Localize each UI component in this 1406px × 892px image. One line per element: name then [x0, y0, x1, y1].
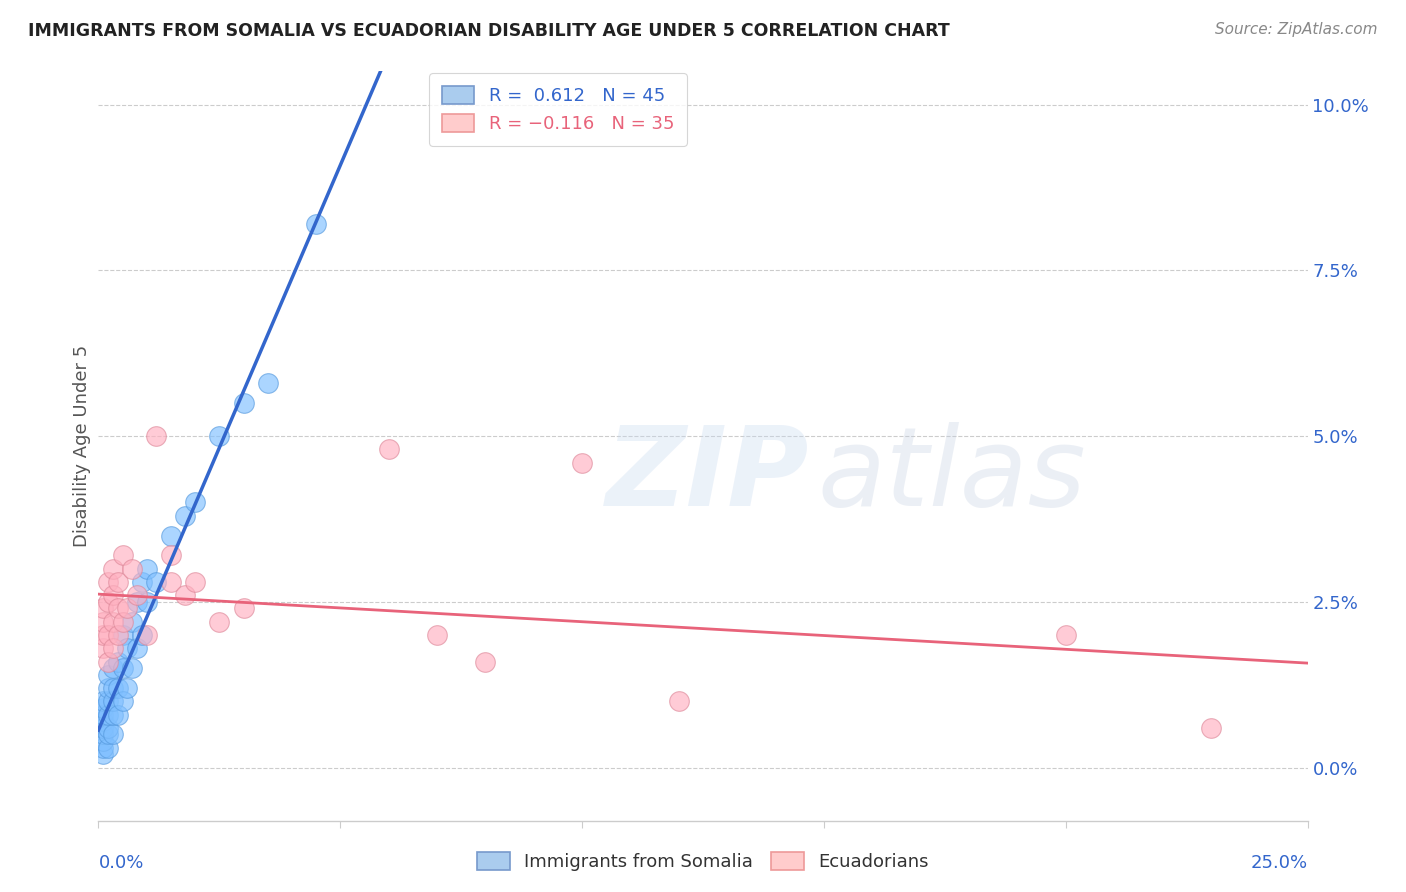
Point: [145, 429, 167, 443]
Point: [232, 396, 254, 410]
Point: [111, 549, 134, 563]
Point: [91, 734, 114, 748]
Point: [91, 714, 114, 728]
Point: [111, 694, 134, 708]
Point: [91, 727, 114, 741]
Point: [91, 628, 114, 642]
Point: [174, 588, 197, 602]
Point: [101, 694, 124, 708]
Point: [256, 376, 278, 390]
Legend: Immigrants from Somalia, Ecuadorians: Immigrants from Somalia, Ecuadorians: [470, 845, 936, 879]
Point: [127, 588, 149, 602]
Text: ZIP: ZIP: [606, 423, 810, 530]
Point: [97, 727, 120, 741]
Point: [208, 429, 231, 443]
Point: [91, 615, 114, 629]
Point: [160, 574, 183, 589]
Point: [91, 747, 114, 762]
Point: [107, 574, 129, 589]
Point: [101, 562, 124, 576]
Point: [121, 615, 143, 629]
Point: [97, 721, 120, 735]
Point: [107, 707, 129, 722]
Point: [91, 641, 114, 656]
Point: [1199, 721, 1222, 735]
Point: [97, 667, 120, 681]
Point: [91, 707, 114, 722]
Point: [160, 528, 183, 542]
Point: [117, 681, 139, 695]
Point: [91, 694, 114, 708]
Point: [107, 628, 129, 642]
Point: [101, 588, 124, 602]
Point: [135, 595, 157, 609]
Point: [131, 574, 153, 589]
Text: atlas: atlas: [818, 423, 1087, 530]
Point: [160, 549, 183, 563]
Text: 0.0%: 0.0%: [98, 854, 143, 871]
Point: [101, 707, 124, 722]
Point: [101, 681, 124, 695]
Point: [107, 655, 129, 669]
Point: [97, 628, 120, 642]
Point: [97, 655, 120, 669]
Point: [97, 574, 120, 589]
Point: [135, 562, 157, 576]
Point: [101, 727, 124, 741]
Point: [131, 628, 153, 642]
Point: [107, 681, 129, 695]
Point: [97, 595, 120, 609]
Point: [91, 721, 114, 735]
Point: [111, 661, 134, 675]
Point: [135, 628, 157, 642]
Point: [184, 574, 207, 589]
Point: [145, 574, 167, 589]
Point: [127, 595, 149, 609]
Point: [101, 615, 124, 629]
Point: [668, 694, 690, 708]
Point: [1054, 628, 1077, 642]
Point: [97, 707, 120, 722]
Point: [208, 615, 231, 629]
Legend: R =  0.612   N = 45, R = −0.116   N = 35: R = 0.612 N = 45, R = −0.116 N = 35: [429, 73, 686, 146]
Point: [127, 641, 149, 656]
Point: [97, 681, 120, 695]
Point: [97, 740, 120, 755]
Point: [174, 508, 197, 523]
Point: [111, 628, 134, 642]
Point: [91, 740, 114, 755]
Point: [184, 495, 207, 509]
Point: [91, 701, 114, 715]
Y-axis label: Disability Age Under 5: Disability Age Under 5: [73, 345, 91, 547]
Point: [121, 562, 143, 576]
Point: [571, 456, 593, 470]
Point: [305, 217, 328, 231]
Point: [107, 601, 129, 615]
Point: [111, 615, 134, 629]
Point: [101, 661, 124, 675]
Text: IMMIGRANTS FROM SOMALIA VS ECUADORIAN DISABILITY AGE UNDER 5 CORRELATION CHART: IMMIGRANTS FROM SOMALIA VS ECUADORIAN DI…: [28, 22, 950, 40]
Point: [97, 694, 120, 708]
Point: [377, 442, 399, 457]
Point: [426, 628, 449, 642]
Point: [121, 661, 143, 675]
Point: [91, 601, 114, 615]
Point: [101, 641, 124, 656]
Text: 25.0%: 25.0%: [1250, 854, 1308, 871]
Point: [117, 601, 139, 615]
Point: [232, 601, 254, 615]
Point: [117, 641, 139, 656]
Text: Source: ZipAtlas.com: Source: ZipAtlas.com: [1215, 22, 1378, 37]
Point: [474, 655, 496, 669]
